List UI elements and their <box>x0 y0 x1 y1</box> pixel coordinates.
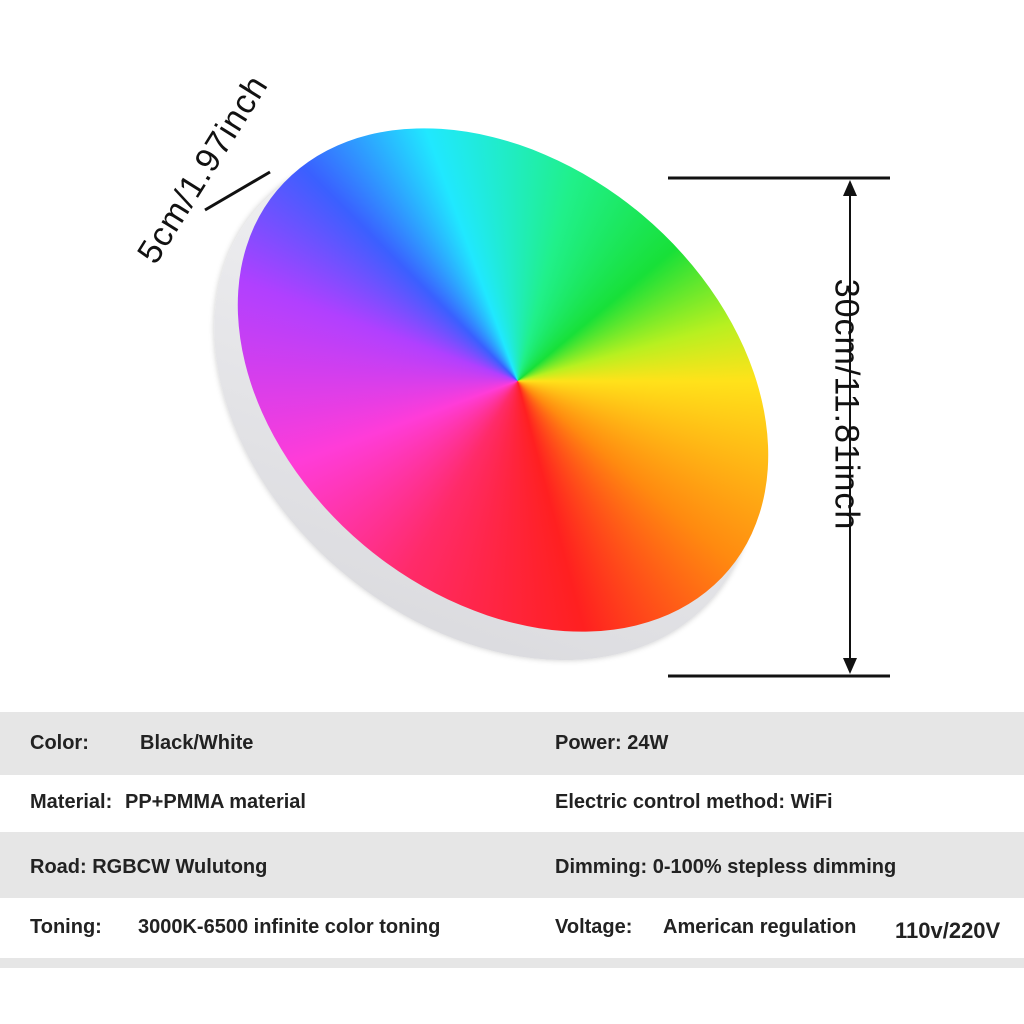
spec-text: 110v/220V <box>895 918 1001 943</box>
row-band <box>0 832 1024 898</box>
diameter-label: 30cm/11.81inch <box>827 278 866 531</box>
spec-text: Color: <box>30 732 89 754</box>
row-band <box>0 958 1024 968</box>
spec-text: Electric control method: WiFi <box>555 791 833 813</box>
row-band <box>0 712 1024 775</box>
spec-text: Road: RGBCW Wulutong <box>30 856 268 878</box>
spec-text: Power: 24W <box>555 732 669 754</box>
spec-text: 3000K-6500 infinite color toning <box>138 916 441 938</box>
dimension-lines <box>204 170 890 678</box>
height-line <box>204 170 271 212</box>
spec-text: Dimming: 0-100% stepless dimming <box>555 856 897 878</box>
spec-text: American regulation <box>663 916 857 938</box>
spec-text: Material: <box>30 791 113 813</box>
arrow-down <box>843 658 857 674</box>
arrow-up <box>843 180 857 196</box>
spec-text: Toning: <box>30 916 102 938</box>
spec-text: Voltage: <box>555 916 633 938</box>
spec-text: Black/White <box>140 732 254 754</box>
spec-text: PP+PMMA material <box>125 791 306 813</box>
